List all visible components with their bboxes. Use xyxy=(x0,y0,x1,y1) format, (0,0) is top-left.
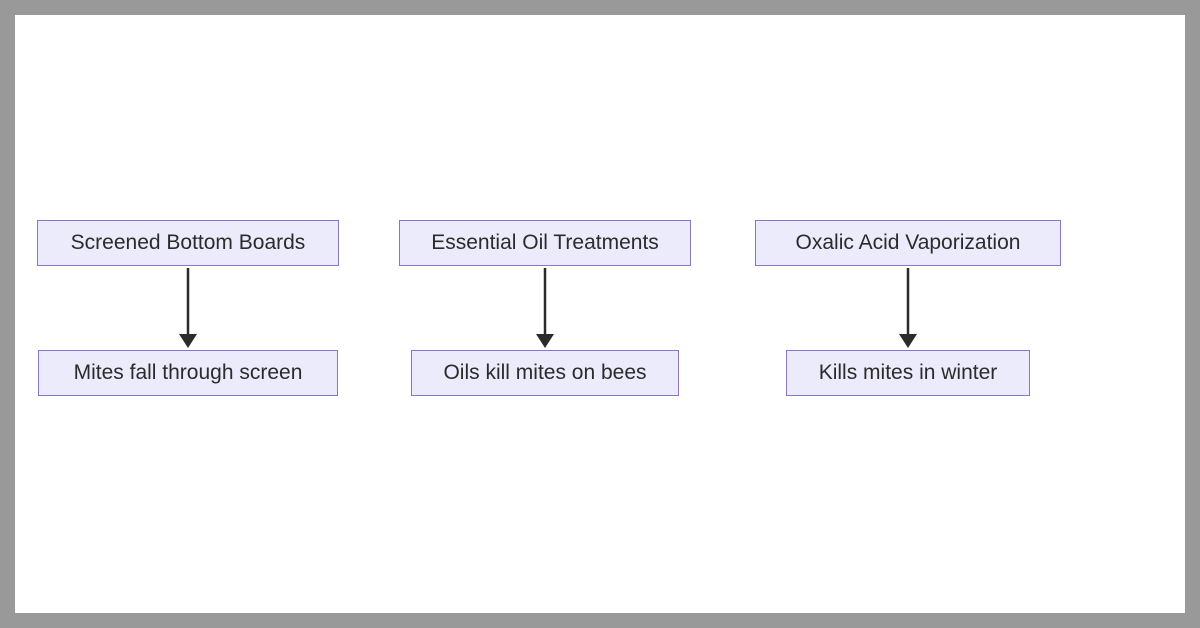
node-oils-bottom: Oils kill mites on bees xyxy=(411,350,679,396)
arrow-oils xyxy=(534,266,556,350)
flow-column-screened: Screened Bottom Boards Mites fall throug… xyxy=(37,220,339,396)
flow-column-oxalic: Oxalic Acid Vaporization Kills mites in … xyxy=(755,220,1061,396)
flow-column-oils: Essential Oil Treatments Oils kill mites… xyxy=(399,220,691,396)
node-oxalic-bottom: Kills mites in winter xyxy=(786,350,1030,396)
arrow-oxalic xyxy=(897,266,919,350)
node-oxalic-top: Oxalic Acid Vaporization xyxy=(755,220,1061,266)
arrow-down-icon xyxy=(897,266,919,350)
node-screened-top: Screened Bottom Boards xyxy=(37,220,339,266)
arrow-screened xyxy=(177,266,199,350)
diagram-canvas: Screened Bottom Boards Mites fall throug… xyxy=(15,15,1185,613)
node-screened-bottom: Mites fall through screen xyxy=(38,350,338,396)
arrow-down-icon xyxy=(177,266,199,350)
node-oils-top: Essential Oil Treatments xyxy=(399,220,691,266)
arrow-down-icon xyxy=(534,266,556,350)
